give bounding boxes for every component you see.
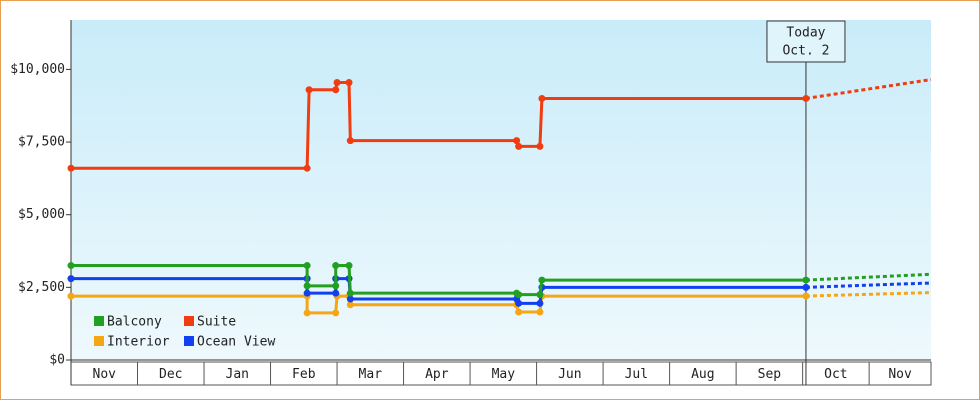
data-point bbox=[303, 262, 311, 270]
data-point bbox=[802, 276, 810, 284]
data-point bbox=[303, 282, 311, 290]
data-point bbox=[515, 299, 523, 307]
data-point bbox=[345, 78, 353, 86]
x-tick-label: Jun bbox=[558, 367, 581, 382]
legend-swatch bbox=[94, 316, 104, 326]
data-point bbox=[332, 309, 340, 317]
x-tick-label: Jan bbox=[226, 367, 249, 382]
legend-swatch bbox=[184, 336, 194, 346]
data-point bbox=[332, 289, 340, 297]
data-point bbox=[67, 275, 75, 283]
data-point bbox=[538, 276, 546, 284]
data-point bbox=[332, 262, 340, 270]
x-tick-label: Sep bbox=[758, 367, 782, 382]
x-tick-label: Feb bbox=[292, 367, 316, 382]
plot-area bbox=[71, 20, 931, 360]
data-point bbox=[513, 137, 521, 145]
data-point bbox=[536, 308, 544, 316]
data-point bbox=[515, 142, 523, 150]
data-point bbox=[332, 282, 340, 290]
data-point bbox=[346, 301, 354, 309]
data-point bbox=[802, 292, 810, 300]
today-label: Oct. 2 bbox=[782, 44, 829, 59]
data-point bbox=[536, 291, 544, 299]
y-tick-label: $10,000 bbox=[10, 62, 65, 77]
x-tick-label: Mar bbox=[359, 367, 383, 382]
x-tick-label: May bbox=[492, 367, 516, 382]
legend-swatch bbox=[184, 316, 194, 326]
data-point bbox=[802, 283, 810, 291]
data-point bbox=[305, 86, 313, 94]
projection-line bbox=[805, 78, 932, 100]
data-point bbox=[303, 164, 311, 172]
data-point bbox=[538, 94, 546, 102]
data-point bbox=[515, 308, 523, 316]
legend-label: Ocean View bbox=[197, 335, 275, 350]
legend-swatch bbox=[94, 336, 104, 346]
data-point bbox=[332, 86, 340, 94]
data-point bbox=[346, 137, 354, 145]
x-tick-label: Aug bbox=[691, 367, 714, 382]
today-label: Today bbox=[786, 26, 825, 41]
data-point bbox=[67, 292, 75, 300]
x-tick-label: Jul bbox=[625, 367, 648, 382]
data-point bbox=[536, 299, 544, 307]
data-point bbox=[802, 94, 810, 102]
today-box bbox=[766, 20, 846, 63]
data-point bbox=[536, 142, 544, 150]
legend-label: Suite bbox=[197, 315, 236, 330]
x-tick-label: Nov bbox=[93, 367, 117, 382]
data-point bbox=[67, 164, 75, 172]
x-tick-label: Apr bbox=[425, 367, 449, 382]
data-point bbox=[303, 289, 311, 297]
data-point bbox=[515, 291, 523, 299]
data-point bbox=[67, 262, 75, 270]
series-line bbox=[71, 80, 806, 170]
y-tick-label: $0 bbox=[49, 353, 65, 368]
data-point bbox=[345, 262, 353, 270]
legend-label: Interior bbox=[107, 335, 170, 350]
x-tick-label: Oct bbox=[824, 367, 847, 382]
data-point bbox=[346, 289, 354, 297]
data-point bbox=[303, 309, 311, 317]
x-tick-label: Nov bbox=[888, 367, 912, 382]
legend-label: Balcony bbox=[107, 315, 162, 330]
x-tick-label: Dec bbox=[159, 367, 182, 382]
y-tick-label: $5,000 bbox=[18, 207, 65, 222]
data-point bbox=[346, 295, 354, 303]
y-tick-label: $7,500 bbox=[18, 135, 65, 150]
data-point bbox=[333, 78, 341, 86]
y-tick-label: $2,500 bbox=[18, 280, 65, 295]
